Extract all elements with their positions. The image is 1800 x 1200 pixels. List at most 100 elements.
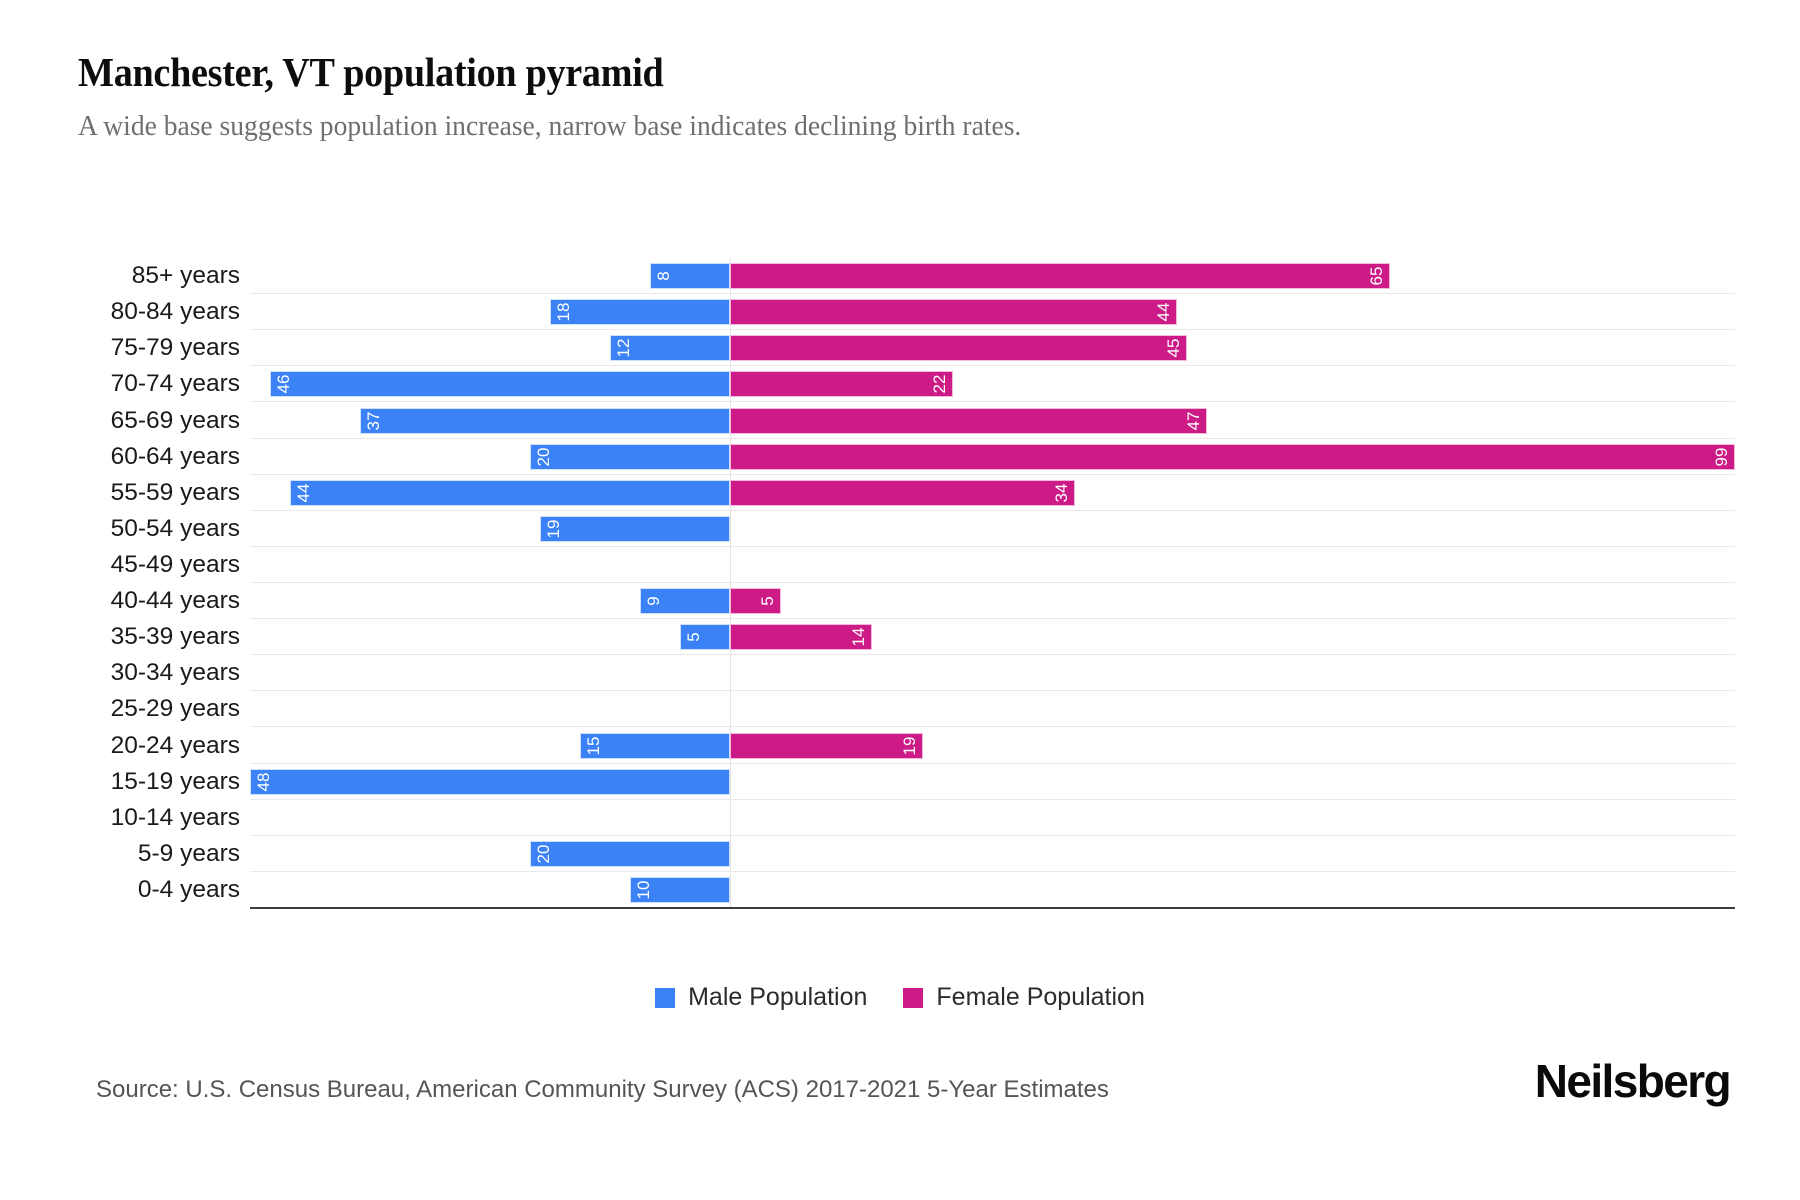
bar-value-label: 48 [254, 772, 273, 792]
chart-legend: Male Population Female Population [0, 985, 1800, 1010]
male-bar[interactable]: 10 [630, 876, 730, 903]
gridline [250, 690, 1735, 692]
y-axis-label: 45-49 years [110, 550, 240, 578]
pyramid-row: 12 45 [250, 335, 1735, 362]
pyramid-row: 37 47 [250, 407, 1735, 434]
y-axis-label: 55-59 years [110, 478, 240, 506]
gridline [250, 798, 1735, 800]
bar-value-label: 19 [544, 519, 563, 539]
y-axis-label: 65-69 years [110, 406, 240, 434]
pyramid-row: 20 [250, 840, 1735, 867]
gridline [250, 365, 1735, 367]
gridline [250, 509, 1735, 511]
female-bar[interactable]: 5 [730, 588, 781, 615]
pyramid-row [250, 660, 1735, 686]
male-bar[interactable]: 48 [250, 768, 730, 795]
male-bar[interactable]: 12 [610, 335, 730, 362]
y-axis-label: 25-29 years [110, 695, 240, 723]
male-bar[interactable]: 8 [650, 263, 730, 290]
pyramid-row: 46 22 [250, 371, 1735, 398]
bar-value-label: 5 [757, 596, 777, 606]
male-bar[interactable]: 19 [540, 515, 730, 542]
bar-value-label: 19 [899, 736, 919, 755]
pyramid-row [250, 552, 1735, 578]
y-axis-label: 85+ years [131, 262, 240, 290]
bar-value-label: 15 [584, 736, 603, 755]
y-axis-label: 50-54 years [110, 514, 240, 542]
female-bar[interactable]: 19 [730, 732, 923, 759]
bar-value-label: 8 [654, 271, 673, 281]
gridline [250, 293, 1735, 295]
y-axis-label: 80-84 years [110, 298, 240, 326]
female-bar[interactable]: 45 [730, 335, 1187, 362]
chart-subtitle: A wide base suggests population increase… [78, 109, 1022, 142]
pyramid-row: 48 [250, 768, 1735, 795]
x-axis-baseline [250, 907, 1735, 909]
gridline [250, 618, 1735, 620]
pyramid-row: 5 14 [250, 624, 1735, 651]
source-note: Source: U.S. Census Bureau, American Com… [96, 1076, 1109, 1103]
square-swatch-icon [655, 987, 676, 1008]
y-axis-label: 5-9 years [137, 839, 240, 867]
male-bar[interactable]: 20 [530, 840, 730, 867]
bar-value-label: 65 [1366, 266, 1386, 286]
gridline [250, 654, 1735, 656]
male-bar[interactable]: 5 [680, 624, 730, 651]
y-axis-label: 75-79 years [110, 334, 240, 362]
bar-value-label: 18 [554, 302, 573, 322]
female-bar[interactable]: 34 [730, 479, 1076, 506]
center-axis-line [730, 258, 731, 908]
bar-value-label: 10 [634, 880, 653, 900]
y-axis-label: 20-24 years [110, 731, 240, 759]
female-bar[interactable]: 44 [730, 299, 1177, 326]
female-bar[interactable]: 47 [730, 407, 1208, 434]
bar-value-label: 9 [644, 596, 663, 606]
female-bar[interactable]: 14 [730, 624, 873, 651]
male-bar[interactable]: 20 [530, 443, 730, 470]
legend-label: Male Population [688, 983, 868, 1011]
gridline [250, 473, 1735, 475]
bar-value-label: 44 [294, 483, 313, 503]
pyramid-row: 15 19 [250, 732, 1735, 759]
y-axis-label: 35-39 years [110, 623, 240, 651]
pyramid-row: 18 44 [250, 299, 1735, 326]
gridline [250, 545, 1735, 547]
male-bar[interactable]: 9 [640, 588, 730, 615]
male-bar[interactable]: 15 [580, 732, 730, 759]
gridline [250, 762, 1735, 764]
female-bar[interactable]: 99 [730, 443, 1735, 470]
pyramid-row: 19 [250, 515, 1735, 542]
pyramid-row: 10 [250, 876, 1735, 903]
female-bar[interactable]: 22 [730, 371, 954, 398]
brand-logo: Neilsberg [1534, 1055, 1732, 1107]
bar-value-label: 34 [1052, 483, 1072, 503]
male-bar[interactable]: 37 [360, 407, 730, 434]
y-axis-label: 70-74 years [110, 370, 240, 398]
bar-value-label: 20 [534, 447, 553, 467]
y-axis-label: 60-64 years [110, 442, 240, 470]
bar-value-label: 44 [1153, 302, 1173, 322]
y-axis-label: 0-4 years [137, 875, 240, 903]
gridline [250, 726, 1735, 728]
bar-value-label: 5 [684, 632, 703, 642]
pyramid-row: 20 99 [250, 443, 1735, 470]
male-bar[interactable]: 46 [270, 371, 730, 398]
bar-value-label: 37 [364, 411, 383, 430]
female-bar[interactable]: 65 [730, 263, 1390, 290]
page-title: Manchester, VT population pyramid [78, 49, 664, 95]
y-axis-label: 10-14 years [110, 803, 240, 831]
bar-value-label: 14 [849, 627, 869, 647]
gridline [250, 329, 1735, 331]
gridline [250, 870, 1735, 872]
legend-item[interactable]: Female Population [903, 985, 1145, 1010]
gridline [250, 834, 1735, 836]
legend-item[interactable]: Male Population [655, 985, 867, 1010]
gridline [250, 582, 1735, 583]
male-bar[interactable]: 44 [290, 479, 730, 506]
bar-value-label: 99 [1712, 447, 1731, 467]
male-bar[interactable]: 18 [550, 299, 730, 326]
pyramid-row: 44 34 [250, 479, 1735, 506]
bar-value-label: 46 [274, 374, 293, 394]
pyramid-row [250, 696, 1735, 722]
